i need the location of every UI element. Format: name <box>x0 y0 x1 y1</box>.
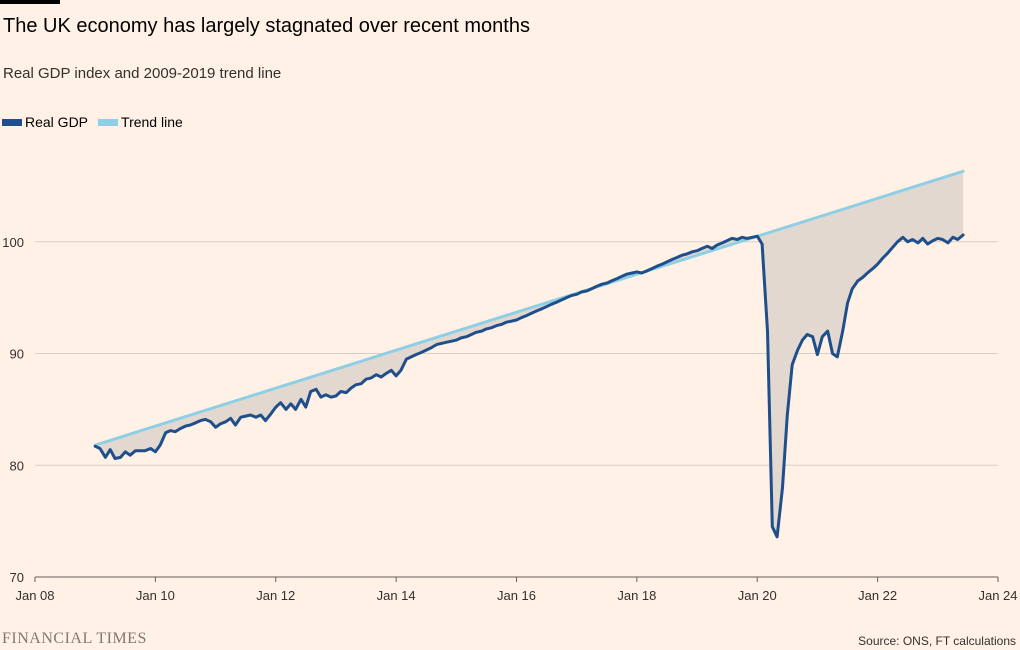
legend-label-trend-line: Trend line <box>121 114 183 130</box>
x-tick-label-Jan-22: Jan 22 <box>858 588 897 603</box>
chart-title: The UK economy has largely stagnated ove… <box>3 15 530 37</box>
series-line-real-gdp <box>93 233 965 539</box>
x-tick-label-Jan-16: Jan 16 <box>497 588 536 603</box>
x-tick-label-Jan-12: Jan 12 <box>256 588 295 603</box>
series-line-trend-line <box>93 169 965 447</box>
brand-top-bar <box>0 0 60 4</box>
legend-swatch-trend-line <box>98 118 119 126</box>
x-tick-label-Jan-14: Jan 14 <box>377 588 416 603</box>
y-tick-label-90: 90 <box>10 347 24 362</box>
x-tick-label-Jan-10: Jan 10 <box>136 588 175 603</box>
x-tick-label-Jan-18: Jan 18 <box>617 588 656 603</box>
ft-logo-text: FINANCIAL TIMES <box>2 630 147 647</box>
x-tick-label-Jan-08: Jan 08 <box>15 588 54 603</box>
axis-layer: 70 80 90 100 Jan 08 Jan 10 Jan 12 Jan 14 Jan 16 J… <box>2 235 1017 603</box>
legend-label-real-gdp: Real GDP <box>25 114 89 130</box>
x-tick-label-Jan-20: Jan 20 <box>738 588 777 603</box>
legend-swatch-real-gdp <box>2 118 22 126</box>
chart-subtitle: Real GDP index and 2009-2019 trend line <box>3 65 282 82</box>
legend-item-real-gdp: Real GDP <box>2 114 88 130</box>
source-note: Source: ONS, FT calculations <box>858 634 1016 648</box>
series-layer <box>93 169 965 539</box>
legend: Real GDP Trend line <box>2 114 193 130</box>
x-tick-label-Jan-24: Jan 24 <box>978 588 1017 603</box>
gap-fill-layer <box>95 171 964 537</box>
y-tick-label-80: 80 <box>10 458 24 473</box>
y-tick-label-70: 70 <box>10 570 24 585</box>
y-tick-label-100: 100 <box>2 235 24 250</box>
gap-fill-area <box>95 171 964 537</box>
legend-item-trend-line: Trend line <box>98 114 183 130</box>
